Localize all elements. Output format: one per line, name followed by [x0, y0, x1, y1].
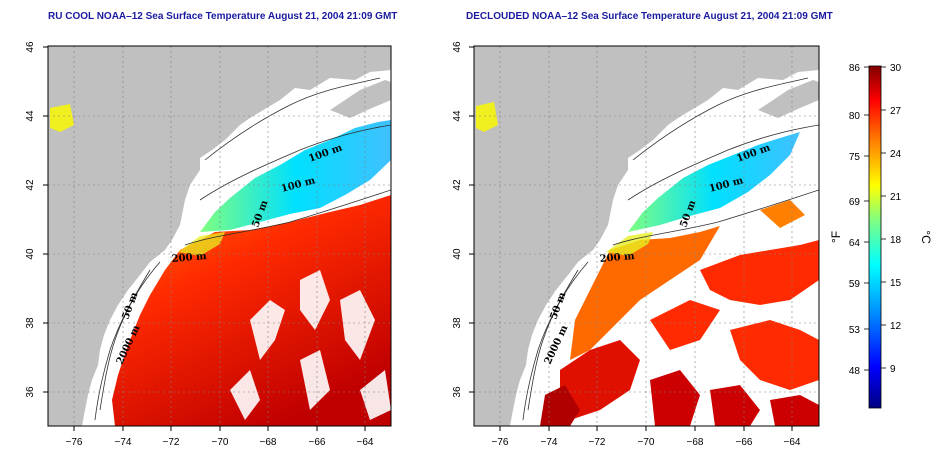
right-lat-tick: 36 — [452, 386, 463, 398]
colorbar-f-tick: 86 — [849, 63, 861, 74]
colorbar-gradient — [868, 65, 882, 409]
right-lat-tick: 38 — [452, 317, 463, 329]
colorbar-f-tick: 53 — [849, 325, 861, 336]
colorbar-c-tick: 21 — [890, 192, 902, 203]
colorbar-f-tick: 80 — [849, 111, 861, 122]
left-lat-tick: 40 — [25, 248, 36, 260]
right-map[interactable]: 100 m 100 m 50 m 200 m 50 m 2000 m — [474, 46, 819, 426]
right-lon-tick: −66 — [736, 437, 753, 448]
left-lon-tick: −66 — [309, 437, 326, 448]
right-lat-tick: 42 — [452, 179, 463, 191]
colorbar-unit-c: °C — [919, 230, 933, 244]
left-lon-tick: −68 — [260, 437, 277, 448]
colorbar-c-tick: 27 — [890, 106, 902, 117]
left-lon-labels: −76 −74 −72 −70 −68 −66 −64 — [66, 437, 374, 448]
colorbar-c-tick: 9 — [890, 364, 896, 375]
left-lon-tick: −70 — [212, 437, 229, 448]
left-lat-tick: 38 — [25, 317, 36, 329]
left-contour-label-200m: 200 m — [171, 251, 207, 265]
colorbar-c-tick: 15 — [890, 278, 902, 289]
right-sst-warm — [540, 200, 819, 426]
colorbar-f-tick: 59 — [849, 279, 861, 290]
colorbar-c-tick: 12 — [890, 321, 902, 332]
left-lon-tick: −74 — [115, 437, 132, 448]
right-grid — [474, 46, 819, 426]
left-lon-tick: −76 — [66, 437, 83, 448]
right-lat-tick: 40 — [452, 248, 463, 260]
right-contours — [522, 77, 819, 421]
right-lon-tick: −70 — [638, 437, 655, 448]
axes-ticks — [43, 46, 793, 431]
right-land — [474, 46, 819, 426]
right-lon-tick: −76 — [492, 437, 509, 448]
left-nova-scotia — [330, 80, 391, 118]
right-lon-tick: −74 — [541, 437, 558, 448]
right-sst-cool — [628, 132, 800, 232]
left-sst-cool — [200, 120, 391, 232]
right-lon-tick: −68 — [687, 437, 704, 448]
left-contours — [94, 77, 391, 421]
colorbar-f-tick: 75 — [849, 152, 861, 163]
left-lat-tick: 36 — [25, 386, 36, 398]
left-lon-tick: −64 — [357, 437, 374, 448]
right-lon-tick: −72 — [589, 437, 606, 448]
left-yellow-patch — [50, 104, 74, 132]
colorbar-c-tick: 18 — [890, 235, 902, 246]
left-clouds — [230, 270, 391, 420]
right-lon-tick: −64 — [784, 437, 801, 448]
right-lat-tick: 46 — [452, 41, 463, 53]
colorbar-c-tick: 30 — [890, 63, 902, 74]
left-lat-tick: 42 — [25, 179, 36, 191]
colorbar-c-tick: 24 — [890, 149, 902, 160]
right-lon-labels: −76 −74 −72 −70 −68 −66 −64 — [492, 437, 801, 448]
right-lat-tick: 44 — [452, 110, 463, 122]
right-contour-label-200m: 200 m — [599, 251, 635, 265]
left-lat-tick: 46 — [25, 41, 36, 53]
colorbar-f-tick: 69 — [849, 197, 861, 208]
left-land — [48, 46, 391, 426]
right-nova-scotia — [758, 80, 819, 118]
left-lat-labels: 36 38 40 42 44 46 — [25, 41, 36, 398]
right-lat-labels: 36 38 40 42 44 46 — [452, 41, 463, 398]
left-map[interactable]: 100 m 100 m 50 m 200 m 50 m 2000 m — [48, 46, 391, 426]
left-lon-tick: −72 — [163, 437, 180, 448]
colorbar-unit-f: °F — [829, 231, 843, 243]
left-map-title: RU COOL NOAA–12 Sea Surface Temperature … — [48, 11, 398, 22]
colorbar-f-tick: 48 — [849, 366, 861, 377]
left-lat-tick: 44 — [25, 110, 36, 122]
right-map-title: DECLOUDED NOAA–12 Sea Surface Temperatur… — [466, 11, 833, 22]
colorbar: 86 80 75 69 64 59 53 48 30 27 24 21 18 1… — [829, 63, 933, 409]
right-yellow-patch — [476, 102, 498, 132]
left-grid — [48, 46, 391, 426]
colorbar-f-tick: 64 — [849, 238, 861, 249]
